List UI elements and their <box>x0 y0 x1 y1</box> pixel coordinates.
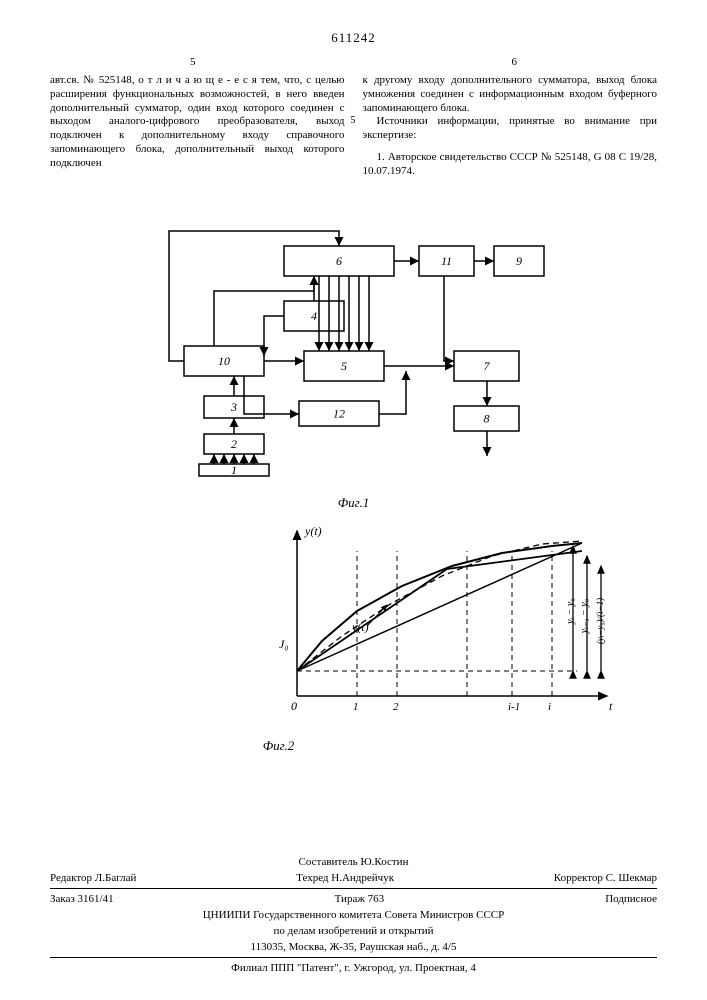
svg-text:6: 6 <box>336 254 342 268</box>
svg-text:i: i <box>548 701 551 713</box>
figure-2-label: Фиг.2 <box>50 738 657 754</box>
figure-1-area: 123104651211978 Фиг.1 <box>50 196 657 511</box>
col-num-left: 5 <box>190 56 196 68</box>
svg-text:8: 8 <box>483 412 489 426</box>
svg-text:9: 9 <box>516 254 522 268</box>
svg-text:2: 2 <box>393 701 399 713</box>
compiler: Составитель Ю.Костин <box>299 856 409 868</box>
right-text-3: 1. Авторское свидетельство СССР № 525148… <box>363 151 658 179</box>
column-numbers: 5 6 <box>50 56 657 68</box>
techred: Техред Н.Андрейчук <box>296 872 394 884</box>
svg-text:11: 11 <box>440 254 451 268</box>
branch: Филиал ППП "Патент", г. Ужгород, ул. Про… <box>50 960 657 976</box>
svg-text:3: 3 <box>230 400 237 414</box>
svg-text:t: t <box>609 699 613 713</box>
editor: Редактор Л.Баглай <box>50 872 136 884</box>
svg-text:i-1: i-1 <box>508 701 520 713</box>
right-text-2: Источники информации, принятые во вниман… <box>363 115 658 143</box>
svg-text:y(t): y(t) <box>351 620 369 634</box>
svg-text:2: 2 <box>231 437 237 451</box>
org1: ЦНИИПИ Государственного комитета Совета … <box>50 907 657 923</box>
figure-1-diagram: 123104651211978 <box>144 196 564 491</box>
left-text: авт.св. № 525148, о т л и ч а ю щ е - е … <box>50 74 345 169</box>
svg-text:12: 12 <box>333 407 345 421</box>
right-column: к другому входу дополнительного сумматор… <box>363 74 658 178</box>
corrector: Корректор С. Шекмар <box>554 872 657 884</box>
svg-text:yᵢ₋₁ − y₀: yᵢ₋₁ − y₀ <box>579 599 590 635</box>
left-column: авт.св. № 525148, о т л и ч а ю щ е - е … <box>50 74 345 178</box>
svg-text:1: 1 <box>231 463 237 477</box>
body-columns: авт.св. № 525148, о т л и ч а ю щ е - е … <box>50 74 657 178</box>
org2: по делам изобретений и открытий <box>50 923 657 939</box>
svg-text:7: 7 <box>483 359 490 373</box>
right-text-1: к другому входу дополнительного сумматор… <box>363 74 658 114</box>
figure-1-label: Фиг.1 <box>50 495 657 511</box>
svg-text:5: 5 <box>341 359 347 373</box>
svg-text:1: 1 <box>353 701 359 713</box>
line-ref-5: 5 <box>351 115 356 128</box>
divider <box>50 888 657 889</box>
tirage: Тираж 763 <box>335 893 385 905</box>
svg-text:J₀: J₀ <box>279 637 289 651</box>
svg-text:4: 4 <box>311 309 317 323</box>
svg-text:0: 0 <box>291 699 297 713</box>
page: 611242 5 6 авт.св. № 525148, о т л и ч а… <box>0 0 707 1000</box>
col-num-right: 6 <box>512 56 518 68</box>
svg-text:(yᵢ−y₀)/(i−1): (yᵢ−y₀)/(i−1) <box>595 598 605 644</box>
svg-text:yᵢ − y₀: yᵢ − y₀ <box>565 598 576 625</box>
footer-block: Составитель Ю.Костин Редактор Л.Баглай Т… <box>50 854 657 976</box>
figure-2-chart: y(t) t J₀ 0 y(t) 1 2 i-1 i yᵢ − y₀yᵢ₋₁ − y₀ (yᵢ−y₀… <box>267 521 627 736</box>
sign: Подписное <box>605 893 657 905</box>
divider <box>50 957 657 958</box>
address: 113035, Москва, Ж-35, Раушская наб., д. … <box>50 939 657 955</box>
order: Заказ 3161/41 <box>50 893 114 905</box>
svg-text:10: 10 <box>218 354 230 368</box>
doc-number: 611242 <box>50 30 657 46</box>
figure-2-area: y(t) t J₀ 0 y(t) 1 2 i-1 i yᵢ − y₀yᵢ₋₁ − y₀ (yᵢ−y₀… <box>50 521 657 736</box>
svg-text:y(t): y(t) <box>304 524 322 538</box>
